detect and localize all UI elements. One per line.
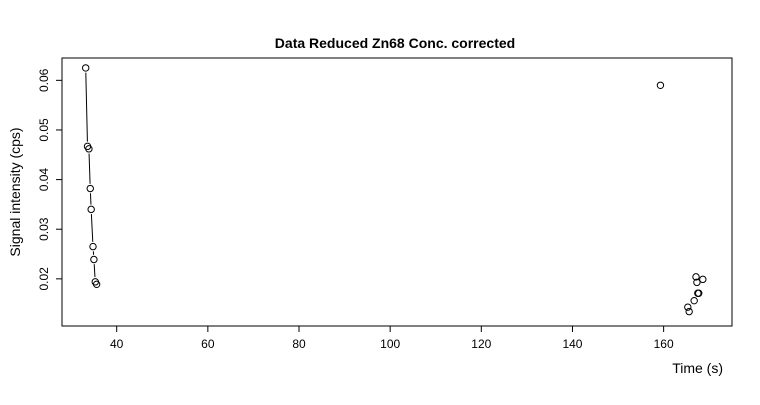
data-point — [88, 206, 94, 212]
x-tick-label: 40 — [110, 337, 124, 351]
x-axis-label: Time (s) — [672, 360, 723, 376]
data-point — [91, 256, 97, 262]
data-point — [90, 243, 96, 249]
y-tick-label: 0.05 — [37, 118, 51, 142]
x-tick-label: 120 — [471, 337, 491, 351]
y-tick-label: 0.02 — [37, 267, 51, 291]
data-point — [686, 308, 692, 314]
x-tick-label: 140 — [562, 337, 582, 351]
series-line-segment — [90, 193, 91, 204]
data-point — [685, 304, 691, 310]
plot-frame — [62, 58, 732, 326]
x-tick-label: 60 — [201, 337, 215, 351]
x-tick-label: 80 — [292, 337, 306, 351]
y-axis: 0.02 0.03 0.04 0.05 0.06 — [37, 68, 62, 290]
y-tick-label: 0.06 — [37, 68, 51, 92]
x-tick-label: 160 — [654, 337, 674, 351]
x-axis: 40 60 80 100 120 140 160 — [110, 326, 674, 351]
data-point — [87, 185, 93, 191]
y-tick-label: 0.03 — [37, 217, 51, 241]
y-tick-label: 0.04 — [37, 168, 51, 192]
data-point — [657, 82, 663, 88]
series-line-segment — [91, 214, 92, 242]
data-point — [700, 276, 706, 282]
y-axis-label: Signal intensity (cps) — [7, 127, 23, 256]
series-line-segment — [89, 154, 90, 184]
series-lines — [86, 73, 95, 278]
x-tick-label: 100 — [380, 337, 400, 351]
series-line-segment — [86, 73, 88, 142]
chart-title: Data Reduced Zn68 Conc. corrected — [275, 35, 515, 51]
data-points — [83, 65, 707, 315]
data-point — [83, 65, 89, 71]
data-point — [691, 297, 697, 303]
series-line-segment — [94, 264, 95, 277]
